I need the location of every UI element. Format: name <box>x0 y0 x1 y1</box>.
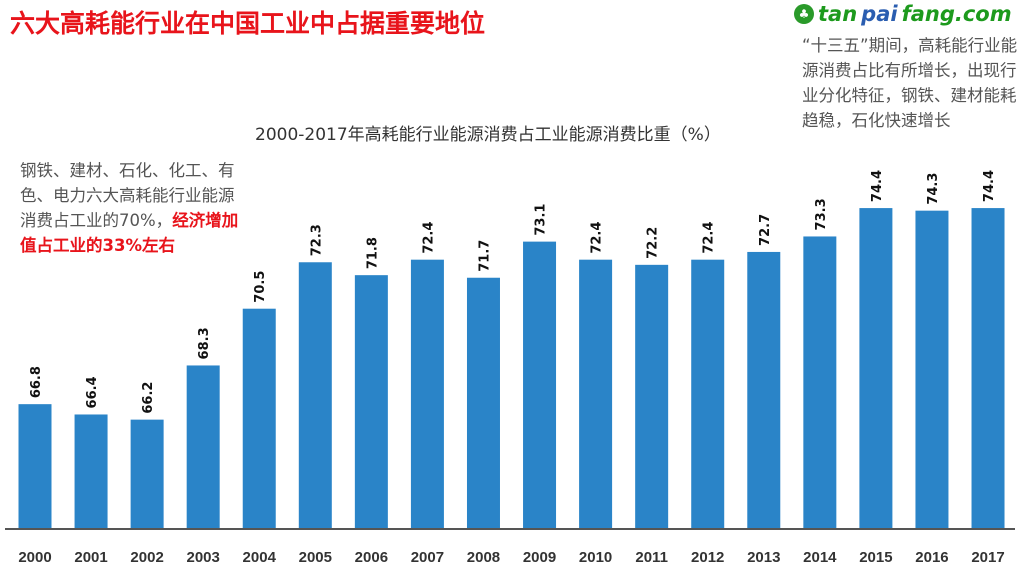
data-label: 66.4 <box>85 376 100 408</box>
bar-2001 <box>74 414 108 528</box>
data-label: 74.4 <box>982 170 997 202</box>
data-label: 66.2 <box>141 382 156 414</box>
data-label: 72.4 <box>590 222 605 254</box>
x-tick-label: 2015 <box>859 549 892 566</box>
data-label: 74.4 <box>870 170 885 202</box>
bar-2012 <box>691 259 725 528</box>
bar-2017 <box>971 208 1005 528</box>
data-label: 72.2 <box>646 227 661 259</box>
data-label: 70.5 <box>253 271 268 303</box>
x-tick-label: 2005 <box>299 549 332 566</box>
bar-2005 <box>298 262 332 528</box>
x-tick-label: 2010 <box>579 549 612 566</box>
slide-title: 六大高耗能行业在中国工业中占据重要地位 <box>10 9 486 38</box>
x-tick-label: 2001 <box>74 549 107 566</box>
bar-2015 <box>859 208 893 528</box>
x-tick-label: 2007 <box>411 549 444 566</box>
x-tick-label: 2017 <box>971 549 1004 566</box>
x-tick-label: 2002 <box>130 549 163 566</box>
data-label: 71.8 <box>365 237 380 269</box>
data-label: 72.7 <box>758 214 773 246</box>
x-tick-label: 2013 <box>747 549 780 566</box>
bar-2014 <box>803 236 837 528</box>
bar-2008 <box>466 277 500 528</box>
x-tick-label: 2003 <box>186 549 219 566</box>
x-tick-label: 2006 <box>355 549 388 566</box>
bar-2016 <box>915 210 949 528</box>
left-note: 钢铁、建材、石化、化工、有色、电力六大高耗能行业能源消费占工业的70%，经济增加… <box>20 158 242 258</box>
data-label: 66.8 <box>29 366 44 398</box>
x-tick-label: 2016 <box>915 549 948 566</box>
data-label: 68.3 <box>197 327 212 359</box>
data-label: 73.3 <box>814 198 829 230</box>
chart-title: 2000-2017年高耗能行业能源消费占工业能源消费比重（%） <box>255 125 721 145</box>
x-tick-label: 2011 <box>635 549 668 566</box>
watermark-text-1: tan <box>818 2 858 26</box>
data-label: 71.7 <box>477 240 492 272</box>
watermark: ♣ tan pai fang.com <box>790 2 1016 26</box>
right-note: “十三五”期间，高耗能行业能源消费占比有所增长，出现行业分化特征，钢铁、建材能耗… <box>802 36 1018 130</box>
bar-2011 <box>635 264 669 528</box>
bar-2004 <box>242 308 276 528</box>
bar-2002 <box>130 419 164 528</box>
data-label: 72.4 <box>421 222 436 254</box>
x-tick-label: 2012 <box>691 549 724 566</box>
data-label: 72.3 <box>309 224 324 256</box>
watermark-text-2: pai <box>861 2 898 26</box>
bar-2006 <box>354 275 388 528</box>
x-tick-label: 2014 <box>803 549 837 566</box>
x-tick-label: 2000 <box>18 549 51 566</box>
x-tick-label: 2008 <box>467 549 500 566</box>
bar-2007 <box>410 259 444 528</box>
x-tick-label: 2009 <box>523 549 556 566</box>
x-tick-label: 2004 <box>243 549 277 566</box>
bar-2013 <box>747 251 781 528</box>
data-label: 74.3 <box>926 173 941 205</box>
bar-2000 <box>18 404 52 528</box>
data-label: 73.1 <box>534 204 549 236</box>
bar-2009 <box>523 241 557 528</box>
bar-2003 <box>186 365 220 528</box>
data-label: 72.4 <box>702 222 717 254</box>
left-note-text: 钢铁、建材、石化、化工、有色、电力六大高耗能行业能源消费占工业的70%， <box>20 161 235 230</box>
bar-2010 <box>579 259 613 528</box>
left-note-highlight: 经济增加值占工业的33%左右 <box>20 211 239 255</box>
watermark-text-3: fang.com <box>901 2 1012 26</box>
watermark-logo-icon: ♣ <box>794 4 814 24</box>
